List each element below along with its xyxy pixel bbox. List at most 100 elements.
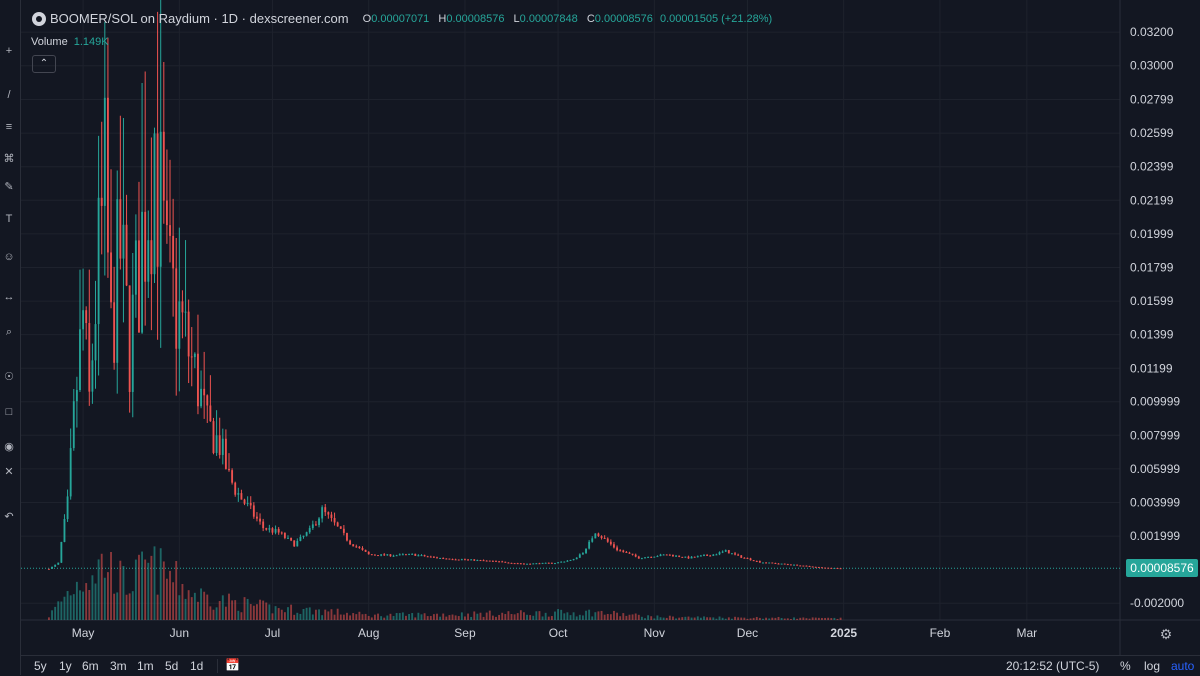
candle-body	[187, 311, 190, 357]
timeframe-6m[interactable]: 6m	[82, 659, 99, 673]
volume-bar	[262, 600, 265, 620]
candle-body	[106, 97, 109, 253]
timeframe-5d[interactable]: 5d	[165, 659, 179, 673]
low-label: L	[513, 12, 520, 25]
candle-body	[684, 556, 687, 558]
volume-bar	[299, 613, 302, 620]
y-tick-label: 0.005999	[1130, 462, 1180, 476]
text-icon[interactable]: T	[5, 213, 13, 225]
volume-bar	[159, 548, 162, 620]
volume-bar	[510, 614, 513, 620]
candle-body	[544, 562, 547, 564]
candle-body	[526, 563, 528, 565]
fib-icon[interactable]: ≡	[5, 121, 13, 133]
candle-body	[550, 562, 553, 564]
crosshair-icon[interactable]: +	[5, 45, 13, 57]
volume-bar	[451, 614, 454, 620]
volume-bar	[613, 610, 615, 620]
volume-bar	[594, 612, 597, 620]
volume-bar	[252, 605, 255, 620]
volume-bar	[585, 610, 587, 620]
candle-body	[786, 564, 789, 566]
candle-body	[212, 421, 215, 453]
volume-bar	[445, 616, 448, 620]
undo-icon[interactable]: ↶	[4, 511, 14, 523]
trash-icon[interactable]: ✕	[4, 466, 14, 478]
timeframe-1y[interactable]: 1y	[59, 659, 72, 673]
candle-body	[311, 524, 314, 529]
x-tick-label: 2025	[830, 626, 857, 640]
candle-body	[532, 563, 535, 565]
volume-bar	[408, 614, 410, 620]
y-tick-label: -0.002000	[1130, 596, 1184, 610]
candle-body	[749, 558, 752, 561]
candle-body	[165, 200, 168, 226]
y-tick-label: 0.03200	[1130, 25, 1174, 39]
timeframe-1m[interactable]: 1m	[137, 659, 154, 673]
volume-bar	[740, 617, 743, 620]
volume-label: Volume	[31, 36, 68, 48]
volume-bar	[523, 612, 525, 620]
volume-bar	[197, 601, 199, 620]
candle-body	[734, 553, 736, 555]
candle-body	[625, 551, 628, 553]
ohlc-readout: O0.00007071 H0.00008576 L0.00007848 C0.0…	[357, 13, 773, 25]
volume-bar	[321, 615, 324, 620]
pattern-icon[interactable]: ⌘	[3, 153, 15, 165]
candle-body	[138, 240, 140, 333]
candle-body	[178, 301, 181, 349]
eye-icon[interactable]: ◉	[4, 441, 14, 453]
candle-body	[470, 559, 473, 561]
percent-scale-toggle[interactable]: %	[1120, 659, 1131, 673]
candle-body	[699, 555, 702, 557]
volume-bar	[675, 618, 677, 620]
candle-body	[122, 224, 125, 259]
volume-bar	[609, 614, 612, 620]
volume-bar	[423, 613, 426, 620]
change-value: 0.00001505 (+21.28%)	[659, 12, 773, 25]
candle-body	[491, 560, 494, 562]
chart-area[interactable]: 0.03200 0.03000 0.02799 0.02599 0.02399 0.021…	[21, 0, 1200, 655]
candle-body	[243, 499, 246, 504]
chart-settings-button[interactable]: ⚙	[1158, 626, 1174, 642]
volume-bar	[212, 609, 215, 620]
candle-body	[274, 529, 277, 533]
volume-bar	[696, 616, 699, 620]
volume-bar	[209, 606, 212, 620]
ruler-icon[interactable]: ↔	[3, 291, 15, 303]
volume-bar	[119, 560, 122, 620]
candle-body	[653, 556, 656, 558]
trend-line-icon[interactable]: /	[7, 89, 11, 101]
collapse-legend-button[interactable]: ⌃	[32, 55, 56, 73]
volume-bar	[395, 613, 398, 620]
volume-bar	[147, 562, 150, 620]
auto-scale-toggle[interactable]: auto	[1171, 659, 1195, 673]
timeframe-3m[interactable]: 3m	[110, 659, 127, 673]
volume-bar	[448, 615, 451, 620]
volume-bar	[405, 615, 407, 620]
volume-bar	[377, 613, 379, 620]
volume-bar	[308, 607, 311, 620]
brush-icon[interactable]: ✎	[4, 181, 14, 193]
volume-bar	[616, 612, 618, 620]
candle-body	[280, 532, 283, 534]
zoom-icon[interactable]: ⌕	[5, 326, 13, 338]
timeframe-5y[interactable]: 5y	[34, 659, 47, 673]
candle-body	[63, 518, 66, 542]
candle-body	[358, 546, 361, 549]
candle-body	[237, 493, 240, 495]
price-chart[interactable]: 0.03200 0.03000 0.02799 0.02599 0.02399 0.021…	[21, 0, 1200, 655]
magnet-icon[interactable]: ☉	[4, 371, 14, 383]
volume-bar	[100, 553, 103, 620]
candle-body	[464, 559, 466, 561]
calendar-icon[interactable]: 📅	[225, 658, 240, 672]
candle-body	[429, 556, 432, 558]
chart-title: BOOMER/SOL on Raydium · 1D · dexscreener…	[50, 11, 349, 26]
clock-readout[interactable]: 20:12:52 (UTC-5)	[1006, 659, 1100, 673]
timeframe-1d[interactable]: 1d	[190, 659, 204, 673]
log-scale-toggle[interactable]: log	[1144, 659, 1161, 673]
volume-bar	[581, 615, 584, 620]
emoji-icon[interactable]: ☺	[3, 251, 15, 263]
candle-body	[597, 533, 600, 537]
lock-icon[interactable]: □	[5, 406, 13, 418]
